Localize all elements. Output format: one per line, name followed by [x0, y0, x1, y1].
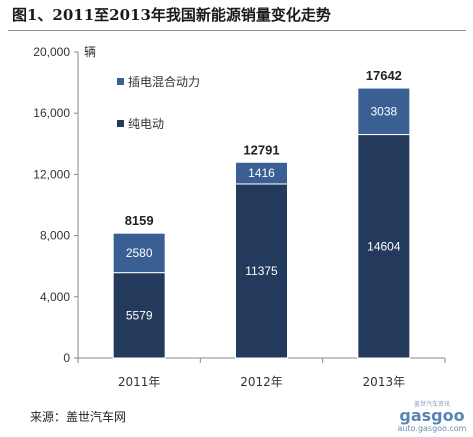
bar-value-label: 11375: [245, 264, 278, 278]
legend-swatch: [117, 120, 124, 127]
watermark-url: auto.gasgoo.com: [398, 424, 467, 433]
bar-total-label: 8159: [125, 213, 154, 228]
bar-segment: [112, 272, 166, 359]
title-divider: [8, 30, 466, 31]
bar-value-label: 2580: [126, 246, 153, 260]
y-tick-label: 12,000: [33, 167, 70, 181]
gasgoo-watermark-logo: 盖世汽车资讯 gasgoo auto.gasgoo.com: [398, 400, 467, 433]
bar-total-label: 12791: [243, 142, 279, 157]
chart-title: 图1、2011至2013年我国新能源销量变化走势: [12, 6, 331, 24]
bar-segment: [235, 161, 288, 185]
y-tick-label: 0: [63, 351, 70, 365]
bar-series: 5579 2580 8159 11375 1416 12791 14604 3038 17642: [112, 68, 411, 359]
y-axis: 0 4,000 8,000 12,000 16,000 20,000 辆: [33, 45, 96, 365]
x-tick-label: 2011年: [118, 375, 161, 389]
y-unit-label: 辆: [84, 45, 96, 59]
x-tick-label: 2013年: [363, 375, 406, 389]
y-tick-label: 4,000: [40, 290, 70, 304]
watermark-tagline: 盖世汽车资讯: [414, 400, 450, 408]
legend-swatch: [117, 78, 124, 85]
bar-segment: [357, 87, 411, 136]
bar-segment: [357, 134, 411, 359]
source-note: 来源：盖世汽车网: [30, 410, 127, 424]
x-axis: 2011年 2012年 2013年: [77, 357, 446, 389]
bar-value-label: 3038: [370, 104, 397, 118]
bar-value-label: 14604: [367, 239, 401, 253]
bar-value-label: 1416: [248, 166, 275, 180]
watermark-brand: gasgoo: [399, 406, 464, 425]
bar-value-label: 5579: [126, 308, 153, 322]
x-tick-label: 2012年: [240, 375, 283, 389]
legend-label: 插电混合动力: [128, 74, 200, 89]
legend-label: 纯电动: [128, 117, 164, 131]
bar-total-label: 17642: [366, 68, 402, 83]
y-tick-label: 16,000: [33, 106, 70, 120]
bar-segment: [235, 183, 288, 359]
bar-segment: [112, 232, 166, 274]
y-tick-label: 20,000: [33, 45, 70, 59]
y-tick-label: 8,000: [40, 229, 70, 243]
